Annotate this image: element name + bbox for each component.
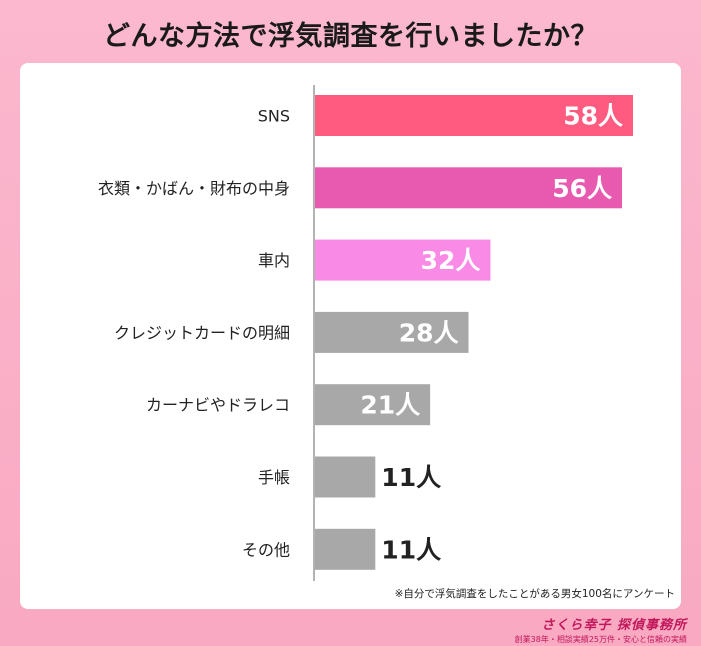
chart-card: SNS 58人衣類・かばん・財布の中身 56人車内 32人クレジットカードの明細 28人… (20, 63, 681, 609)
brand-logo: さくら幸子 探偵事務所 創業38年・相談実績25万件・安心と信頼の実績 (515, 614, 687, 645)
data-label: 21人 (360, 391, 420, 420)
data-label: 32人 (421, 246, 481, 275)
bar (315, 167, 623, 209)
category-label: SNS (258, 107, 290, 126)
page-title: どんな方法で浮気調査を行いましたか？ (103, 21, 598, 52)
bar (315, 456, 376, 498)
data-label: 11人 (381, 463, 441, 492)
bar (315, 384, 431, 426)
bar (315, 311, 469, 353)
category-label: 衣類・かばん・財布の中身 (98, 179, 290, 198)
data-label: 58人 (563, 102, 623, 131)
bar (315, 95, 633, 136)
category-label: カーナビやドラレコ (146, 396, 290, 415)
data-label: 11人 (381, 535, 441, 564)
bar (315, 239, 491, 281)
survey-note: ※自分で浮気調査をしたことがある男女100名にアンケート (394, 588, 675, 600)
category-label: 手帳 (258, 468, 290, 487)
brand-name: さくら幸子 探偵事務所 (541, 618, 687, 633)
category-label: その他 (242, 540, 290, 559)
data-label: 28人 (399, 318, 459, 347)
category-label: クレジットカードの明細 (114, 323, 290, 342)
brand-tagline: 創業38年・相談実績25万件・安心と信頼の実績 (514, 635, 687, 644)
data-label: 56人 (552, 174, 612, 203)
bar (315, 528, 376, 570)
category-label: 車内 (258, 251, 290, 270)
